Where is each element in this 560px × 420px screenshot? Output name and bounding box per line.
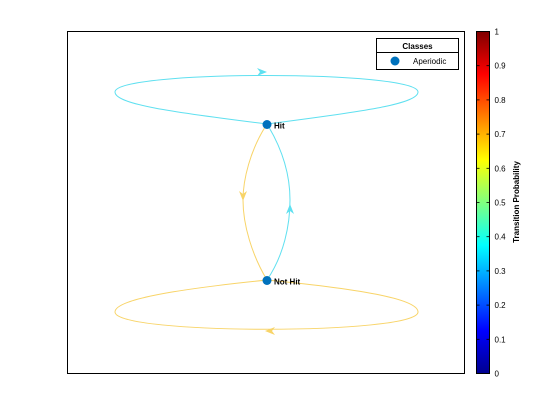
colorbar-tick-label: 0.6 [495, 164, 507, 173]
colorbar-tick-label: 1 [495, 28, 500, 37]
node-not-hit-label: Not Hit [274, 278, 301, 287]
legend: Classes Aperiodic [376, 38, 459, 70]
plot-area [67, 31, 465, 374]
edge-not-hit-to-hit [266, 123, 291, 281]
colorbar-tick-label: 0.2 [495, 301, 507, 310]
legend-title: Classes [402, 42, 433, 51]
legend-entry-label: Aperiodic [413, 57, 446, 66]
edges-layer [114, 68, 419, 335]
colorbar-tick-label: 0 [495, 370, 500, 379]
node-not-hit-marker [262, 276, 272, 285]
colorbar-tick-label: 0.9 [495, 62, 507, 71]
edge-arrowhead-icon [239, 191, 247, 201]
legend-box [376, 38, 459, 70]
edge-not-hit-to-not-hit [114, 279, 419, 330]
edge-arrowhead-icon [257, 68, 267, 76]
colorbar-tick-label: 0.8 [495, 96, 507, 105]
colorbar-tick-label: 0.4 [495, 233, 507, 242]
node-hit-label: Hit [274, 122, 285, 131]
colorbar-tick-label: 0.1 [495, 335, 507, 344]
edge-arrowhead-icon [265, 327, 275, 335]
colorbar-tick-label: 0.3 [495, 267, 507, 276]
legend-marker [390, 56, 400, 66]
node-hit-marker [262, 120, 272, 129]
colorbar: 0 0.1 0.2 0.3 0.4 0.5 0.6 0.7 0.8 0.9 1 Transition… [476, 28, 521, 379]
colorbar-label: Transition Probability [512, 161, 521, 243]
nodes-layer: Hit Not Hit [262, 120, 301, 287]
edge-arrowhead-icon [286, 204, 294, 214]
edge-hit-to-hit [114, 75, 419, 125]
colorbar-tick-label: 0.7 [495, 130, 507, 139]
colorbar-tick-label: 0.5 [495, 199, 507, 208]
colorbar-ticks: 0 0.1 0.2 0.3 0.4 0.5 0.6 0.7 0.8 0.9 1 [476, 28, 507, 379]
